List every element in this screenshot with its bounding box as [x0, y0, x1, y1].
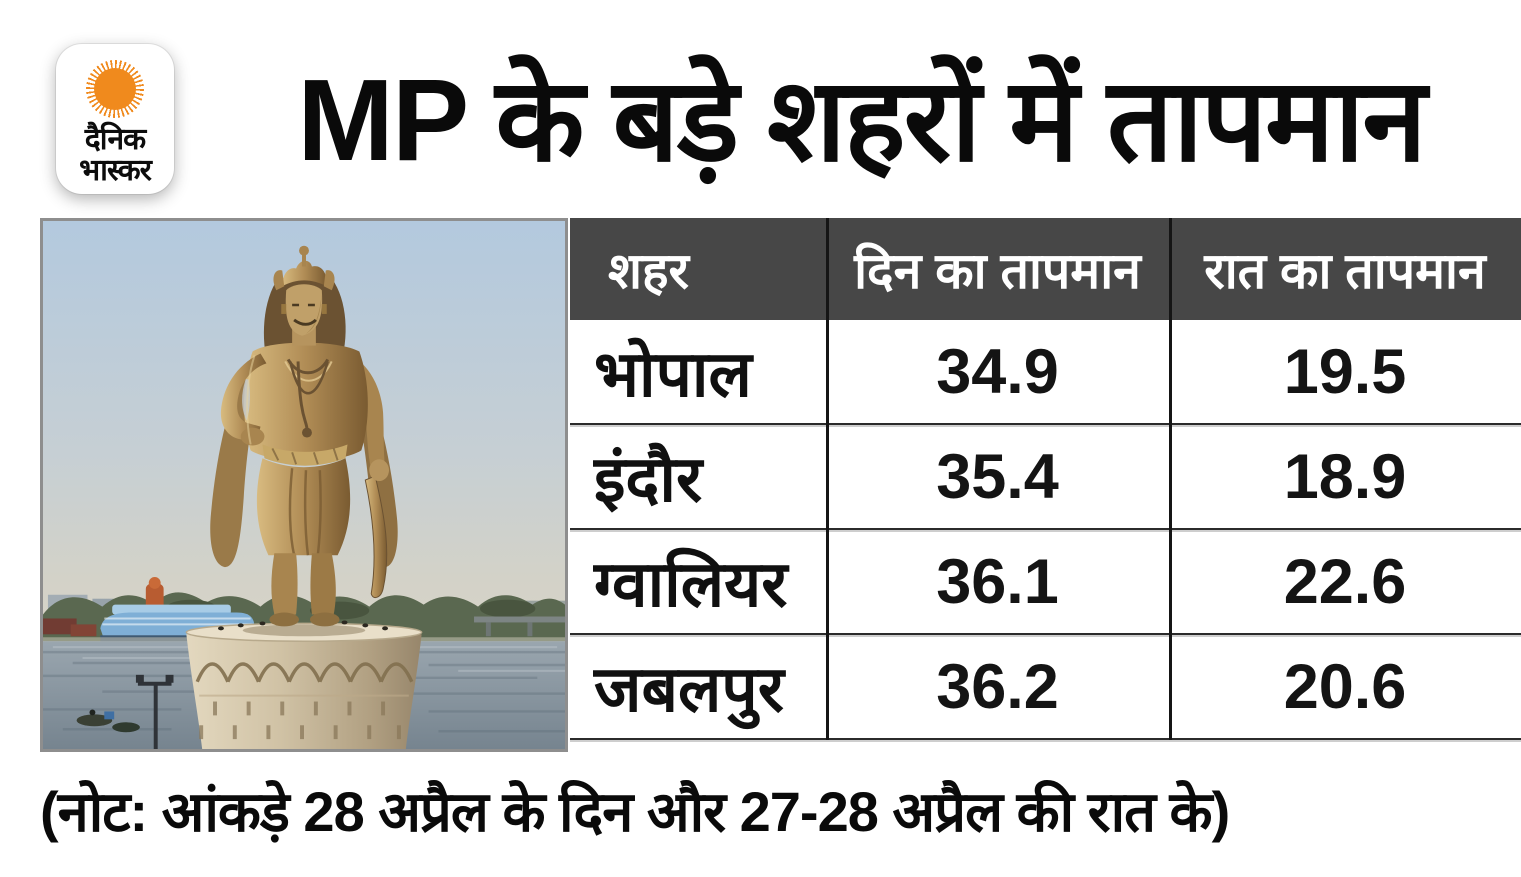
night-temp-cell: 18.9	[1283, 441, 1407, 512]
column-divider-2	[1169, 218, 1172, 740]
statue-illustration	[43, 221, 565, 749]
day-temp-cell: 36.2	[936, 651, 1059, 722]
day-temp-cell: 34.9	[936, 336, 1059, 407]
table-row-indore: इंदौर 35.4 18.9	[570, 425, 1521, 530]
city-cell: ग्वालियर	[594, 548, 788, 620]
night-temp-cell: 22.6	[1283, 546, 1407, 617]
logo-wordmark: दैनिक भास्कर	[79, 123, 152, 188]
header-night-temp: रात का तापमान	[1204, 243, 1486, 299]
header-city: शहर	[608, 243, 689, 299]
table-header-row: शहर दिन का तापमान रात का तापमान	[570, 218, 1521, 320]
header-day-temp: दिन का तापमान	[854, 243, 1141, 299]
city-cell: भोपाल	[594, 338, 752, 410]
night-temp-cell: 20.6	[1283, 651, 1407, 722]
logo-line-1: दैनिक	[84, 123, 146, 156]
day-temp-cell: 36.1	[936, 546, 1059, 617]
table-row-bhopal: भोपाल 34.9 19.5	[570, 320, 1521, 425]
page-title: MP के बड़े शहरों में तापमान	[297, 54, 1427, 185]
table-row-gwalior: ग्वालियर 36.1 22.6	[570, 530, 1521, 635]
dainik-bhaskar-logo: दैनिक भास्कर	[56, 44, 174, 194]
temperature-table: शहर दिन का तापमान रात का तापमान भोपाल 34…	[570, 218, 1521, 740]
sun-icon	[86, 60, 144, 118]
column-divider-1	[826, 218, 829, 740]
city-cell: इंदौर	[594, 443, 703, 515]
table-row-jabalpur: जबलपुर 36.2 20.6	[570, 635, 1521, 740]
day-temp-cell: 35.4	[936, 441, 1059, 512]
logo-line-2: भास्कर	[79, 154, 152, 188]
city-cell: जबलपुर	[594, 653, 784, 725]
night-temp-cell: 19.5	[1283, 336, 1407, 407]
statue-photo	[40, 218, 568, 752]
footnote: (नोट: आंकड़े 28 अप्रैल के दिन और 27-28 अ…	[40, 780, 1230, 843]
